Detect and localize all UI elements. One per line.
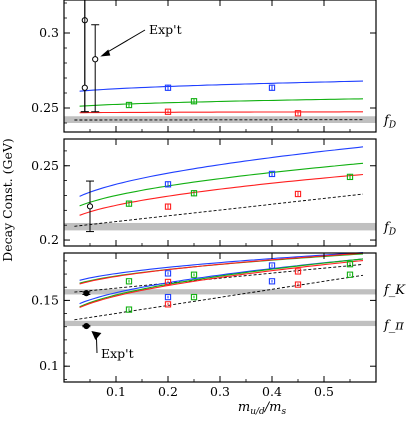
fit-curve-fDs-2 xyxy=(79,111,363,114)
x-tick-label-2: 0.3 xyxy=(210,384,230,399)
data-point-fKpi-5 xyxy=(164,278,172,286)
panel-label-fD: fD xyxy=(383,221,396,238)
y-tick-label-fKpi-0: 0.1 xyxy=(39,358,59,373)
y-tick-label-fD-0: 0.2 xyxy=(39,232,59,247)
data-point-fDs-5 xyxy=(294,110,302,117)
exp-point-fDs-2 xyxy=(92,56,99,63)
exp-annotation: Exp't xyxy=(149,22,182,37)
data-point-fDs-3 xyxy=(190,98,198,105)
y-tick-label-fKpi-1: 0.15 xyxy=(31,292,59,307)
exp-point-fDs-1 xyxy=(81,84,88,91)
fit-curve-fDs-0 xyxy=(79,80,364,92)
band-fD-0 xyxy=(64,222,376,231)
data-point-fDs-0 xyxy=(164,84,172,91)
fit-curve-fKpi-4 xyxy=(79,258,364,308)
data-point-fKpi-7 xyxy=(164,293,172,301)
data-point-fD-5 xyxy=(164,203,172,210)
data-point-fD-1 xyxy=(268,170,276,178)
data-point-fD-3 xyxy=(190,190,198,197)
y-tick-label-fD-1: 0.25 xyxy=(31,158,59,173)
data-point-fDs-4 xyxy=(164,108,172,115)
fit-curve-fDs-1 xyxy=(79,98,364,107)
dashed-line-fD-0 xyxy=(74,193,364,227)
exp-point-fKpi-1 xyxy=(83,322,90,330)
exp-arrow-head xyxy=(100,49,111,57)
data-point-fDs-1 xyxy=(268,84,276,91)
band-fKpi-0 xyxy=(64,289,376,295)
exp-arrow-bottom xyxy=(95,336,98,354)
x-tick-label-1: 0.2 xyxy=(158,384,178,399)
data-point-fKpi-12 xyxy=(164,301,172,308)
data-point-fDs-2 xyxy=(125,101,133,109)
panel-frame-fKpi xyxy=(63,252,377,383)
fit-curve-fKpi-0 xyxy=(79,252,364,281)
data-point-fD-0 xyxy=(164,181,172,188)
data-point-fKpi-4 xyxy=(346,261,354,268)
data-point-fKpi-9 xyxy=(125,306,133,313)
fit-curve-fKpi-5 xyxy=(79,260,364,309)
data-point-fKpi-6 xyxy=(294,268,302,275)
exp-point-fKpi-0 xyxy=(83,290,90,297)
plot-layer: 0.25 0.3 fD Exp't 0.2 0.25 fD 0.1 0.2 0.3 0.4 0.5 0.… xyxy=(31,0,406,399)
y-axis-label: Decay Const. (GeV) xyxy=(0,138,15,262)
band-fKpi-1 xyxy=(64,320,376,327)
panel-label-fKpi-0: f_K xyxy=(383,283,406,298)
data-point-fKpi-10 xyxy=(190,293,198,301)
data-point-fKpi-1 xyxy=(268,262,276,269)
y-tick-label-fDs-1: 0.3 xyxy=(39,25,59,40)
x-tick-label-0: 0.1 xyxy=(106,384,126,399)
fit-curve-fKpi-2 xyxy=(79,252,364,285)
y-tick-label-fDs-0: 0.25 xyxy=(31,100,59,115)
data-point-fKpi-0 xyxy=(164,270,172,277)
data-point-fD-2 xyxy=(125,200,133,207)
data-point-fD-4 xyxy=(346,173,354,181)
x-tick-label-3: 0.4 xyxy=(262,384,282,399)
exp-annotation-bottom: Exp't xyxy=(101,346,134,361)
data-point-fKpi-3 xyxy=(190,271,198,278)
x-axis-label: mu/d/ms xyxy=(238,400,287,417)
exp-arrow-head-bottom xyxy=(91,331,102,341)
fit-curve-fD-0 xyxy=(79,146,364,197)
data-point-fKpi-8 xyxy=(268,278,276,285)
data-point-fD-6 xyxy=(294,190,302,198)
dashed-line-fKpi-1 xyxy=(74,274,364,321)
data-point-fKpi-13 xyxy=(294,281,302,288)
fit-curve-fD-2 xyxy=(79,173,364,216)
data-point-fKpi-11 xyxy=(346,271,354,278)
dashed-line-fKpi-0 xyxy=(74,263,364,293)
exp-point-fD-0 xyxy=(86,203,94,210)
panel-label-fDs: fD xyxy=(383,114,396,131)
exp-arrow xyxy=(103,29,146,55)
panel-label-fKpi-1: f_π xyxy=(383,318,404,333)
data-point-fKpi-2 xyxy=(125,278,133,285)
fit-curve-fD-1 xyxy=(79,162,364,207)
x-tick-label-4: 0.5 xyxy=(314,384,334,399)
